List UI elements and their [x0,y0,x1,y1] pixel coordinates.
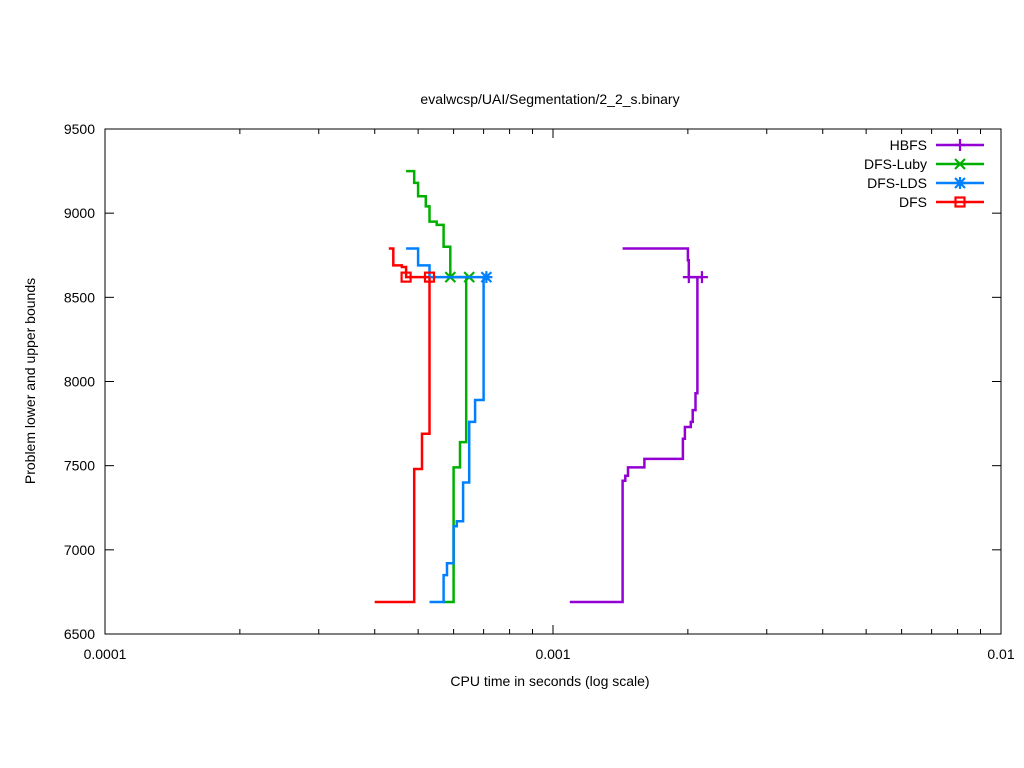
legend-marker [954,158,966,170]
legend-item-dfs: DFS [899,194,984,210]
series-dfs [374,247,436,604]
chart-title: evalwcsp/UAI/Segmentation/2_2_s.binary [420,91,679,107]
y-tick-label: 8500 [64,289,95,305]
hbfs-point [695,271,708,284]
legend-label: DFS [899,194,927,210]
legend: HBFS DFS-Luby DFS-LDS DFS [864,137,984,210]
legend-marker [954,177,966,189]
series-layer [374,169,708,604]
legend-item-hbfs: HBFS [890,137,984,153]
dfs-lds-point [480,271,493,284]
series-dfs-lds [406,247,493,604]
x-tick-label: 0.01 [987,646,1014,662]
y-tick-label: 7500 [64,458,95,474]
series-hbfs [569,247,708,604]
dfs-point [400,271,412,283]
hbfs-lower-bound-line [569,277,699,604]
legend-marker [954,196,966,208]
dfs-lower-bound-line [374,277,431,604]
x-tick-label: 0.0001 [84,646,127,662]
dfs-luby-upper-bound-line [406,169,470,279]
y-axis-label: Problem lower and upper bounds [22,278,38,484]
dfs-upper-bound-line [388,247,430,279]
y-tick-label: 9500 [64,121,95,137]
dfs-point [423,271,436,283]
legend-label: DFS-Luby [864,156,927,172]
dfs-lds-upper-bound-line [406,247,487,279]
axis-ticks: 6500 7000 7500 8000 8500 9000 9500 0.0001 0.001 0… [64,121,1015,662]
legend-label: HBFS [890,137,927,153]
hbfs-point [682,271,695,284]
legend-label: DFS-LDS [867,175,927,191]
legend-item-dfs-luby: DFS-Luby [864,156,984,172]
x-tick-label: 0.001 [535,646,570,662]
legend-item-dfs-lds: DFS-LDS [867,175,984,191]
y-tick-label: 9000 [64,205,95,221]
series-dfs-luby [406,169,475,604]
dfs-luby-lower-bound-line [443,277,468,604]
y-tick-label: 7000 [64,542,95,558]
x-axis-label: CPU time in seconds (log scale) [450,673,649,689]
dfs-lds-lower-bound-line [429,277,485,604]
y-tick-label: 6500 [64,626,95,642]
y-tick-label: 8000 [64,374,95,390]
legend-marker [954,139,966,151]
